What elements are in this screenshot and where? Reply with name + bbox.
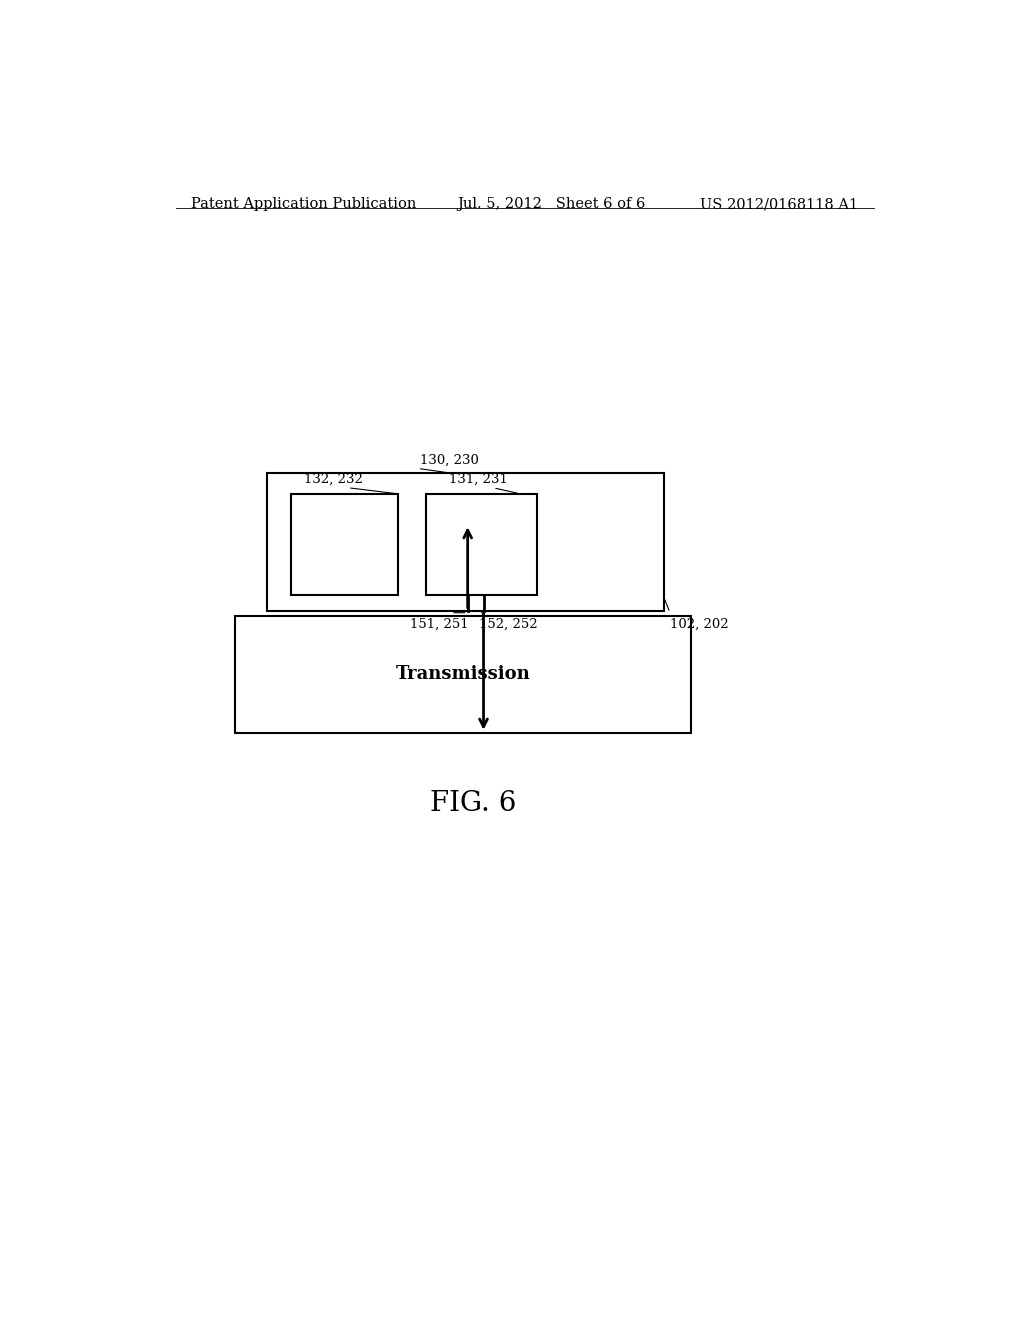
Text: Jul. 5, 2012   Sheet 6 of 6: Jul. 5, 2012 Sheet 6 of 6 — [458, 197, 646, 211]
Text: 132, 232: 132, 232 — [304, 473, 364, 486]
Text: FIG. 6: FIG. 6 — [430, 791, 516, 817]
Text: Transmission: Transmission — [396, 665, 530, 684]
Bar — [236, 615, 691, 733]
Bar — [426, 494, 537, 595]
Text: US 2012/0168118 A1: US 2012/0168118 A1 — [700, 197, 858, 211]
Bar — [267, 474, 664, 611]
Text: Patent Application Publication: Patent Application Publication — [191, 197, 417, 211]
Text: 152, 252: 152, 252 — [479, 618, 538, 631]
Text: 131, 231: 131, 231 — [450, 473, 508, 486]
Text: 102, 202: 102, 202 — [670, 618, 729, 631]
Bar — [291, 494, 397, 595]
Text: 130, 230: 130, 230 — [420, 453, 479, 466]
Text: 151, 251: 151, 251 — [410, 618, 468, 631]
